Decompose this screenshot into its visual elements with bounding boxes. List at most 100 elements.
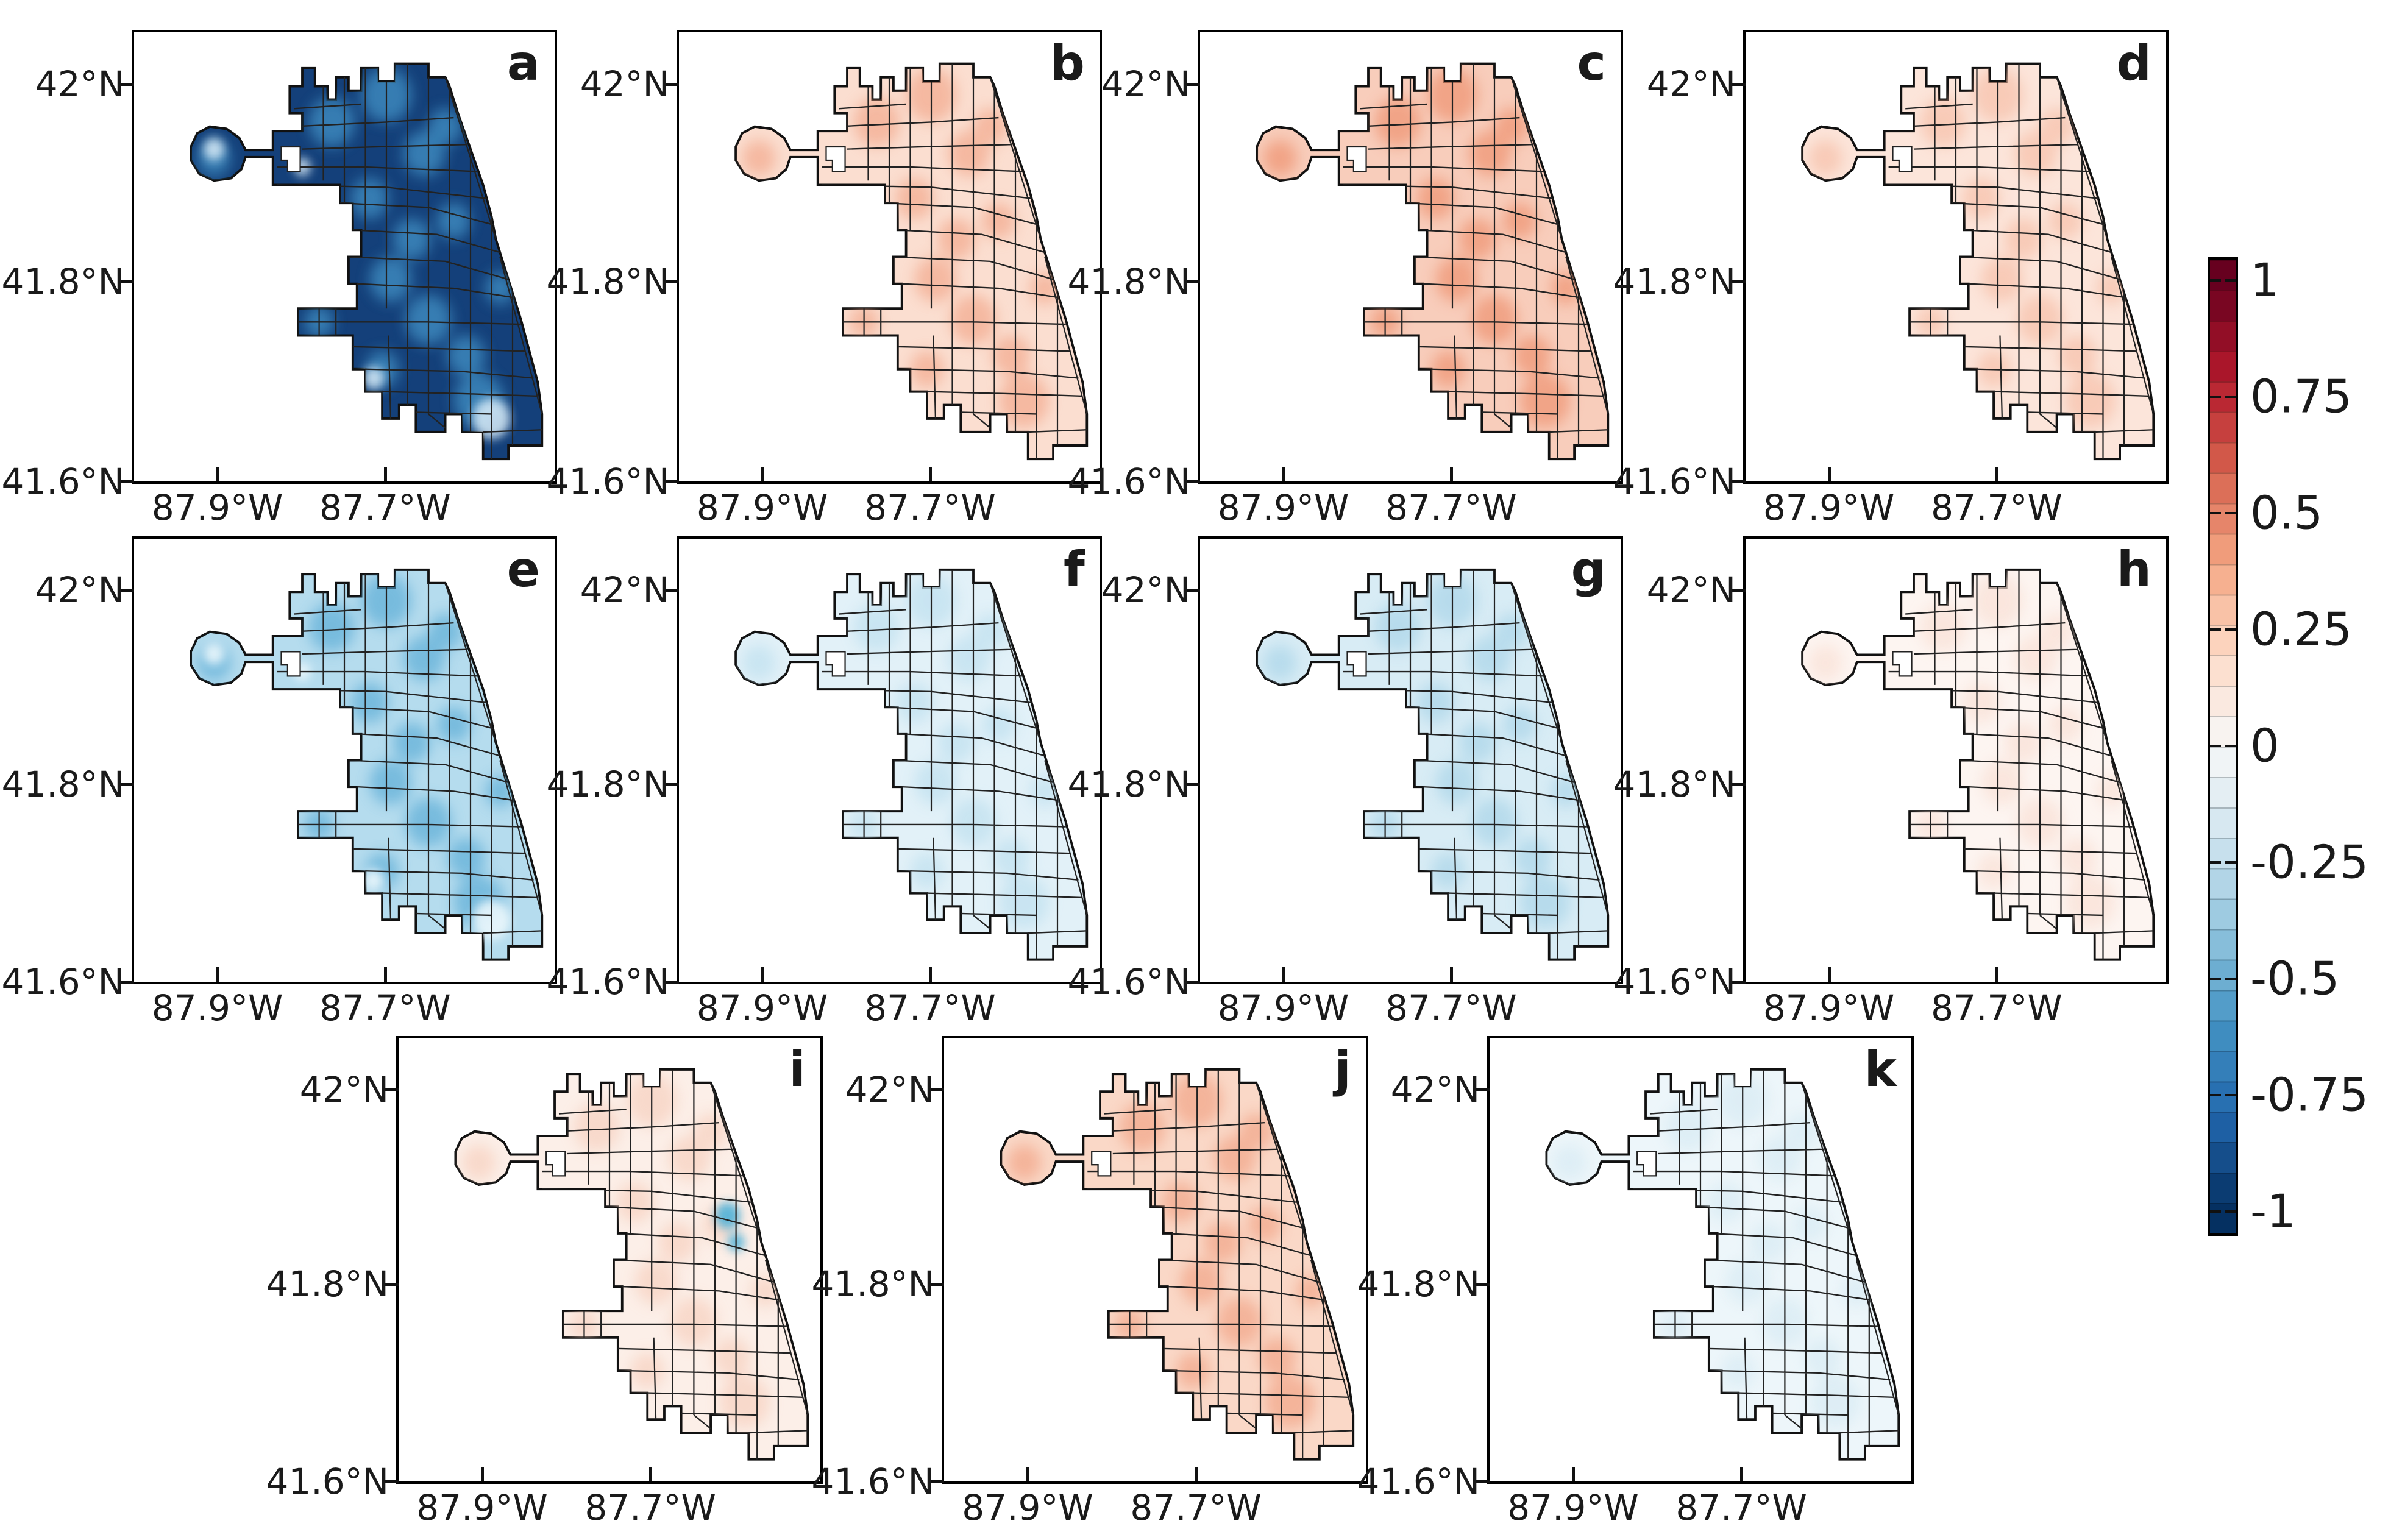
x-axis-label: 87.7°W [864,987,996,1029]
colorbar-tick-label: -0.75 [2250,1068,2369,1122]
y-axis-tick [1184,280,1200,284]
colorbar-tick [2225,1210,2236,1213]
y-axis-label: 41.6°N [1,461,124,502]
y-axis-label: 41.8°N [1,261,124,303]
y-axis-tick [1730,82,1746,86]
y-axis-tick [663,783,679,787]
map-plot-area: j 42°N 41.8°N 41.6°N 87.9°W 87.7°W [811,1036,1368,1525]
x-axis-tick [1282,467,1285,481]
x-axis-label: 87.9°W [151,487,283,528]
x-axis-tick [1572,1467,1576,1481]
y-axis-label: 41.6°N [1613,961,1736,1002]
y-axis-label: 41.8°N [1613,764,1736,806]
x-axis-tick [1282,967,1285,982]
enclave-hole [545,1151,566,1177]
y-axis-label: 41.8°N [266,1263,389,1305]
colorbar-tick [2210,628,2221,631]
y-axis-tick [1474,1088,1490,1091]
value-blotches [742,68,1060,428]
panel-d: d 42°N 41.8°N 41.6°N 87.9°W 87.7°W [1613,30,2169,525]
y-axis-label: 42°N [1101,569,1190,611]
y-axis-label: 41.8°N [1357,1263,1480,1305]
x-axis-tick [1740,1467,1744,1481]
panel-letter: k [1864,1040,1897,1098]
colorbar-tick [2225,279,2236,282]
chicago-map [1200,32,1621,481]
y-axis-label: 41.6°N [811,1461,934,1502]
panel-g: g 42°N 41.8°N 41.6°N 87.9°W 87.7°W [1067,536,1623,1026]
y-axis-label: 41.6°N [546,961,669,1002]
x-axis-tick [216,967,219,982]
colorbar-tick-label: -1 [2250,1184,2296,1238]
y-axis-label: 41.6°N [266,1461,389,1502]
y-axis-tick [1474,1283,1490,1286]
map-plot-area: i 42°N 41.8°N 41.6°N 87.9°W 87.7°W [266,1036,823,1525]
y-axis-label: 42°N [580,569,669,611]
y-axis-label: 41.8°N [546,764,669,806]
x-axis-tick [928,967,932,982]
y-axis-tick [1730,981,1746,984]
value-blotches [1808,68,2126,428]
x-axis-tick [383,967,387,982]
y-axis-tick [1184,82,1200,86]
y-axis-tick [118,480,134,483]
y-axis-tick [1730,783,1746,787]
map-plot-area: g 42°N 41.8°N 41.6°N 87.9°W 87.7°W [1067,536,1623,1026]
enclave-hole [1346,146,1367,172]
y-axis-label: 41.6°N [546,461,669,502]
y-axis-label: 41.6°N [1067,961,1190,1002]
y-axis-label: 41.6°N [1613,461,1736,502]
y-axis-tick [383,1088,399,1091]
y-axis-tick [663,981,679,984]
colorbar-tick [2210,745,2221,747]
x-axis-tick [1995,467,1998,481]
y-axis-tick [663,480,679,483]
enclave-hole [1892,651,1913,677]
colorbar-tick [2225,861,2236,864]
enclave-hole [280,651,301,677]
y-axis-tick [1474,1480,1490,1483]
colorbar-tick [2225,977,2236,980]
x-axis-tick [216,467,219,481]
y-axis-label: 42°N [1390,1068,1480,1110]
map-plot-area: k 42°N 41.8°N 41.6°N 87.9°W 87.7°W [1357,1036,1914,1525]
y-axis-tick [118,981,134,984]
x-axis-label: 87.9°W [962,1487,1093,1528]
map-plot-area: e 42°N 41.8°N 41.6°N 87.9°W 87.7°W [1,536,557,1026]
chicago-map [1746,32,2166,481]
x-axis-label: 87.7°W [1675,1487,1807,1528]
y-axis-tick [118,588,134,592]
y-axis-tick [1184,588,1200,592]
colorbar-tick [2225,745,2236,747]
x-axis-tick [1827,467,1831,481]
x-axis-label: 87.9°W [416,1487,548,1528]
x-axis-tick [383,467,387,481]
y-axis-tick [383,1480,399,1483]
y-axis-label: 41.8°N [1067,764,1190,806]
x-axis-tick [1195,1467,1198,1481]
chicago-map [1490,1038,1911,1481]
colorbar-tick-label: 0.25 [2250,602,2352,656]
panel-i: i 42°N 41.8°N 41.6°N 87.9°W 87.7°W [266,1036,823,1525]
x-axis-tick [1449,967,1453,982]
y-axis-label: 42°N [580,63,669,105]
x-axis-tick [761,967,764,982]
y-axis-tick [1184,480,1200,483]
colorbar-tick [2210,512,2221,514]
enclave-hole [1636,1151,1657,1177]
panel-letter: a [506,35,540,92]
x-axis-label: 87.9°W [1763,987,1895,1029]
x-axis-tick [1827,967,1831,982]
value-blotches [461,1074,781,1428]
colorbar-tick [2210,1094,2221,1096]
x-axis-tick [649,1467,653,1481]
colorbar-tick [2225,1094,2236,1096]
y-axis-tick [383,1283,399,1286]
colorbar-tick-label: 0.75 [2250,369,2352,424]
map-plot-area: d 42°N 41.8°N 41.6°N 87.9°W 87.7°W [1613,30,2169,525]
map-plot-area: f 42°N 41.8°N 41.6°N 87.9°W 87.7°W [546,536,1102,1026]
x-axis-tick [761,467,764,481]
chicago-map [679,32,1100,481]
y-axis-tick [928,1283,944,1286]
chicago-map [399,1038,820,1481]
